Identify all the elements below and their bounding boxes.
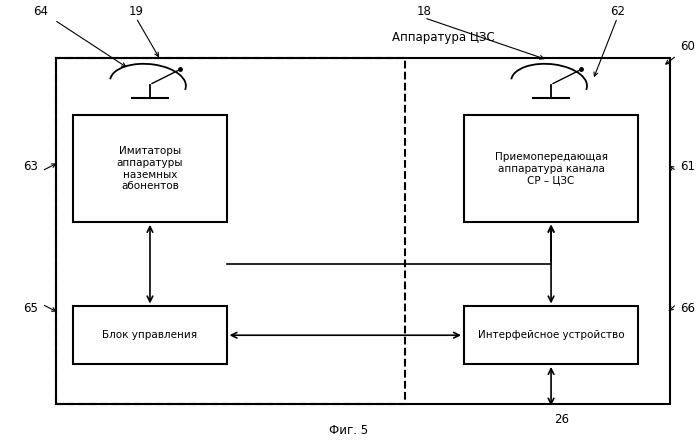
Text: 63: 63 bbox=[24, 160, 38, 173]
Bar bbox=[56, 58, 670, 404]
Text: Имитаторы
аппаратуры
наземных
абонентов: Имитаторы аппаратуры наземных абонентов bbox=[117, 147, 183, 191]
Bar bbox=[73, 115, 226, 222]
Text: 60: 60 bbox=[680, 40, 695, 53]
Text: 62: 62 bbox=[610, 4, 625, 18]
Bar bbox=[73, 306, 226, 364]
Text: 64: 64 bbox=[33, 4, 48, 18]
Text: Интерфейсное устройство: Интерфейсное устройство bbox=[477, 330, 624, 340]
Text: Аппаратура ЦЗС: Аппаратура ЦЗС bbox=[391, 31, 494, 44]
Text: 26: 26 bbox=[554, 413, 569, 426]
Bar bbox=[56, 58, 405, 404]
Text: 61: 61 bbox=[680, 160, 695, 173]
Text: 19: 19 bbox=[129, 4, 143, 18]
Text: 66: 66 bbox=[680, 302, 695, 315]
Text: Блок управления: Блок управления bbox=[103, 330, 198, 340]
Bar bbox=[464, 306, 638, 364]
Bar bbox=[464, 115, 638, 222]
Text: Фиг. 5: Фиг. 5 bbox=[329, 424, 368, 437]
Text: 18: 18 bbox=[417, 4, 431, 18]
Text: 65: 65 bbox=[24, 302, 38, 315]
Text: Приемопередающая
аппаратура канала
СР – ЦЗС: Приемопередающая аппаратура канала СР – … bbox=[495, 152, 607, 185]
